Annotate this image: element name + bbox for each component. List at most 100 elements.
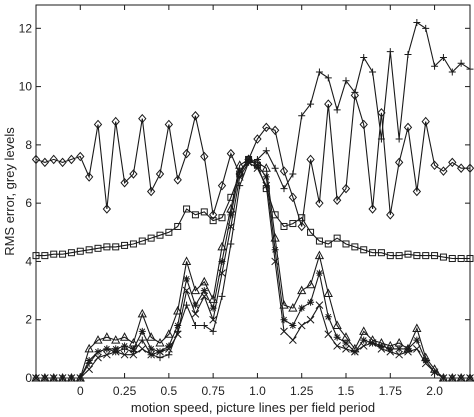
square-marker-point	[377, 249, 385, 257]
x-tick-label: 1.5	[338, 384, 355, 398]
square-marker-point	[94, 244, 102, 252]
plus-marker-point	[138, 336, 146, 344]
star-marker-point	[315, 269, 323, 277]
diamond-marker-point	[324, 99, 333, 109]
square-marker-point	[395, 252, 403, 260]
star-marker-point	[333, 333, 341, 341]
plus-marker-point	[324, 74, 332, 82]
plus-marker-point	[431, 62, 439, 70]
star-marker-point	[183, 275, 191, 283]
axis-ticks: 0 0.25 0.5 0.75 1.0 1.25 1.5 1.75 2.0 0 2 4 6 8 10 12	[19, 5, 470, 398]
square-marker-point	[200, 208, 208, 216]
square-marker-point	[431, 252, 439, 260]
cross-marker-point	[103, 350, 111, 359]
square-marker-point	[50, 250, 58, 258]
triangle-marker-point	[137, 308, 147, 318]
diamond-marker-point	[173, 175, 182, 185]
diamond-marker-point	[93, 119, 103, 130]
diamond-marker-point	[182, 148, 191, 159]
star-marker-point	[377, 342, 385, 350]
square-marker-point	[369, 249, 377, 257]
plus-marker-point	[395, 135, 403, 143]
square-marker-point	[404, 250, 412, 258]
star-marker-point	[324, 313, 332, 321]
diamond-marker-point	[386, 210, 395, 220]
plus-marker-point	[183, 301, 191, 309]
square-marker-point	[413, 252, 421, 260]
square-marker-point	[67, 249, 75, 257]
triangle-marker-point	[359, 326, 369, 335]
triangle-marker-point	[305, 279, 316, 289]
triangle-marker-point	[314, 250, 325, 260]
diamond-marker-point	[421, 116, 430, 127]
cross-marker-point	[85, 365, 93, 374]
plus-marker-point	[439, 53, 447, 61]
square-marker-point	[191, 211, 199, 219]
square-marker-point	[351, 243, 359, 251]
star-marker-point	[289, 322, 297, 330]
diamond-marker-point	[226, 148, 236, 159]
triangle-marker-point	[102, 332, 112, 341]
diamond-marker-point	[191, 110, 200, 121]
square-marker-point	[448, 255, 456, 263]
triangle-marker-point	[190, 285, 201, 295]
star-marker-point	[209, 304, 217, 312]
y-axis-label: RMS error, grey levels	[2, 127, 17, 256]
square-marker-point	[227, 193, 235, 201]
diamond-marker-point	[306, 154, 315, 165]
star-marker-point	[94, 348, 102, 356]
square-marker-point	[165, 228, 173, 236]
square-marker-point	[439, 253, 447, 261]
y-tick-label: 8	[25, 138, 32, 152]
triangle-marker-point	[119, 332, 130, 341]
plus-marker-point	[262, 147, 270, 155]
diamond-marker-point	[288, 192, 298, 203]
square-marker-point	[307, 228, 315, 236]
y-tick-label: 12	[19, 21, 33, 35]
star-marker-point	[227, 211, 235, 219]
triangle-marker-point	[146, 332, 156, 341]
plus-marker-point	[209, 327, 217, 335]
square-marker-point	[209, 217, 217, 225]
triangle-marker-point	[181, 256, 192, 265]
triangle-marker-point	[173, 305, 183, 315]
cross-marker-point	[235, 173, 244, 181]
diamond-marker-point	[67, 154, 76, 165]
square-marker-point	[289, 220, 297, 228]
diamond-marker-point	[76, 151, 85, 162]
cross-marker-point	[315, 301, 324, 310]
square-marker-point	[183, 205, 191, 213]
cross-marker-point	[94, 353, 102, 362]
cross-marker-point	[297, 321, 306, 330]
plus-marker-point	[280, 185, 288, 193]
diamond-marker-point	[439, 166, 448, 176]
star-marker-point	[200, 287, 208, 295]
diamond-marker-point	[279, 166, 289, 176]
square-marker-point	[147, 234, 155, 242]
diamond-marker-point	[49, 154, 58, 165]
triangle-marker-point	[155, 337, 165, 347]
plus-marker-point	[413, 18, 421, 26]
diamond-marker-point	[262, 122, 271, 133]
star-marker-point	[147, 345, 155, 353]
star-marker-point	[245, 155, 253, 163]
cross-marker-point	[120, 350, 129, 359]
triangle-marker-point	[93, 335, 103, 344]
square-marker-point	[315, 237, 323, 245]
x-tick-label: 1.75	[379, 384, 403, 398]
x-tick-label: 0	[77, 384, 84, 398]
cross-marker-point	[280, 327, 288, 336]
square-marker-point	[41, 252, 49, 260]
star-marker-point	[165, 342, 173, 350]
diamond-marker-point	[164, 119, 174, 130]
diamond-marker-point	[368, 204, 377, 214]
square-marker-point	[360, 246, 368, 254]
triangle-marker-point	[332, 320, 342, 330]
star-marker-point	[262, 173, 270, 181]
triangle-marker-point	[199, 276, 209, 286]
cross-marker-point	[395, 350, 403, 359]
series-line-diamond	[35, 95, 470, 227]
square-marker-point	[174, 222, 182, 230]
